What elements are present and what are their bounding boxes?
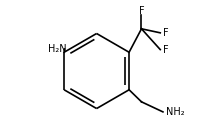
Text: H₂N: H₂N <box>48 44 67 54</box>
Text: NH₂: NH₂ <box>166 107 184 117</box>
Text: F: F <box>163 28 169 38</box>
Text: F: F <box>139 6 144 16</box>
Text: F: F <box>163 45 169 55</box>
